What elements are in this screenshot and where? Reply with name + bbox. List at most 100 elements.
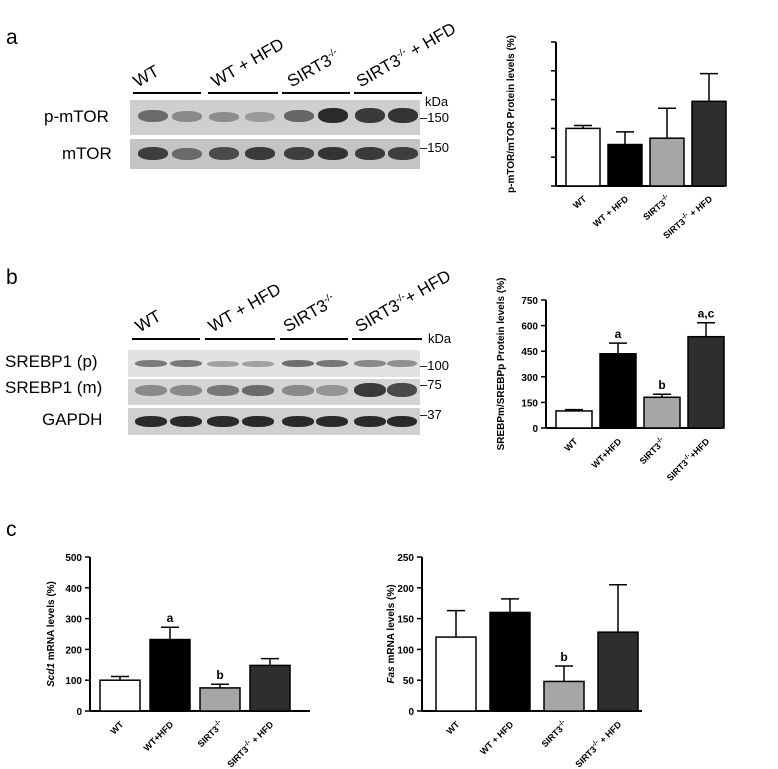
blot-band [209,147,239,160]
kda-marker: –150 [420,110,449,125]
blot-band [172,148,202,160]
group-underline [352,338,422,340]
blot-row-label: SREBP1 (m) [5,378,103,397]
bar [99,679,141,712]
blot-row-label: mTOR [62,144,112,163]
kda-label: kDa [425,94,449,109]
blot-band [242,416,274,427]
blot-a-group-label: WT [130,61,163,92]
bar [599,353,637,429]
kda-marker: –75 [420,377,442,392]
y-axis-label-italic: Fas [386,666,397,684]
blot-band [245,147,275,160]
y-axis-label-italic: Scd1 [46,663,57,687]
blot-band [282,360,314,367]
significance-label: b [560,650,567,664]
bar [555,410,593,429]
x-tick-label: WT+HFD [590,436,624,470]
group-underline [282,92,350,94]
x-tick-label: SIRT3-/- + HFD [661,193,715,241]
bar [435,636,477,712]
blot-band [207,385,239,396]
group-underline [205,338,275,340]
bar [199,687,241,712]
blot-band [207,361,239,367]
significance-label: b [658,378,665,392]
blot-band [284,147,314,160]
blot-band [207,416,239,427]
blot-band [316,385,348,396]
blot-band [318,147,348,160]
blot-band [209,112,239,122]
bar-chart-c-right: 0 50 100 150 200 250 Fas mRNA levels (%) WT WT +… [386,553,642,769]
significance-label: a [615,327,622,341]
blot-band [170,385,202,396]
kda-marker: –150 [420,140,449,155]
kda-marker: –37 [420,407,442,422]
bar [597,631,639,712]
blot-row-label: GAPDH [42,410,103,429]
blot-band [355,147,385,160]
x-tick-label: WT [108,719,125,736]
blot-b-group-label: SIRT3-/- [280,291,336,337]
y-tick-label: 150 [521,398,538,409]
y-tick-label: 400 [65,584,82,595]
blot-band [387,416,417,427]
blot-b-group-label: WT + HFD [205,279,285,337]
y-tick-label: 500 [65,553,82,564]
blot-a-group-label: SIRT3-/- + HFD [353,18,460,92]
y-tick-label: 0 [408,707,414,718]
y-tick-label: 100 [397,645,414,656]
blot-band [387,383,417,397]
y-tick-label: 200 [397,584,414,595]
bar [149,638,191,712]
x-tick-label: SIRT3-/- [637,435,668,466]
bar-chart-b: 0 150 300 450 600 750 SREBPm/SREBPp Protein le… [496,278,725,483]
y-tick-label: 150 [397,615,414,626]
group-underline [208,92,278,94]
panel-label-c: c [6,518,17,541]
bar [565,127,601,187]
blot-band [245,112,275,122]
blot-band [388,147,418,160]
blot-b-group-label: SIRT3-/-+ HFD [352,266,455,337]
bar [649,137,685,187]
bar [249,664,291,712]
group-underline [132,338,200,340]
blot-band [138,147,168,160]
blot-band [354,383,386,397]
panel-label-a: a [6,26,18,49]
y-tick-label: 100 [65,676,82,687]
blot-band [135,385,167,396]
y-axis-label-text: mRNA levels (%) [46,581,57,663]
blot-b-group-label: WT [132,306,165,337]
group-underline [133,92,201,94]
x-tick-label: SIRT3-/- [641,193,673,223]
y-tick-label: 300 [521,373,538,384]
significance-label: a,c [698,307,715,321]
y-tick-label: 200 [65,645,82,656]
bar-chart-c-left: 0 100 200 300 400 500 Scd1 mRNA levels (%) WT a W… [46,553,310,769]
bar-chart-a: p-mTOR/mTOR Protein levels (%) WT WT + HFD… [506,35,727,241]
bar [489,611,531,712]
bar [691,100,727,187]
y-axis-label: SREBPm/SREBPp Protein levels (%) [496,278,507,451]
group-underline [354,92,422,94]
blot-band [170,360,202,367]
blot-band [172,111,202,122]
x-tick-label: WT [444,719,461,736]
significance-label: b [216,668,223,682]
blot-band [282,385,314,396]
blot-band [135,360,167,367]
y-tick-label: 450 [521,347,538,358]
blot-band [282,416,314,427]
y-axis-label: p-mTOR/mTOR Protein levels (%) [506,35,517,193]
x-tick-label: SIRT3-/- + HFD [573,718,624,769]
kda-label: kDa [428,331,452,346]
y-tick-label: 0 [532,424,538,435]
blot-band [387,360,417,367]
blot-a-group-label: SIRT3-/- [284,46,340,92]
x-tick-label: WT + HFD [478,719,516,757]
blot-band [318,108,348,123]
blot-band [316,416,348,427]
